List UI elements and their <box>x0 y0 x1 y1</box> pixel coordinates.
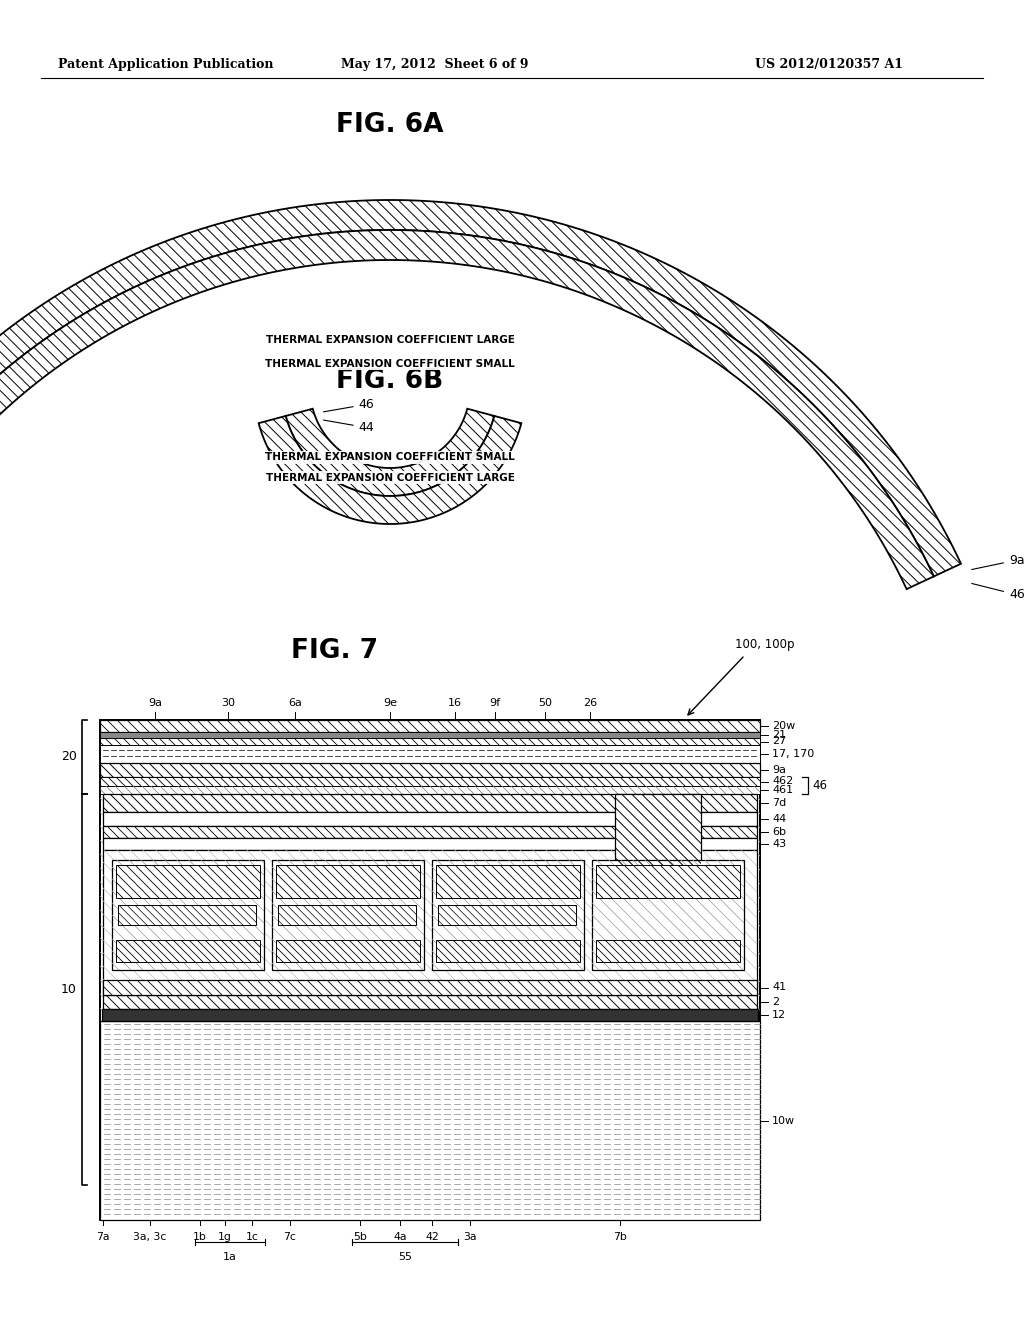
Text: 10: 10 <box>61 983 77 997</box>
Text: 46: 46 <box>812 779 827 792</box>
Bar <box>112 861 264 970</box>
Bar <box>100 785 760 795</box>
Text: 7b: 7b <box>613 1232 627 1242</box>
Text: 7c: 7c <box>284 1232 296 1242</box>
Bar <box>100 763 760 777</box>
Text: 1g: 1g <box>218 1232 232 1242</box>
Text: 3a, 3c: 3a, 3c <box>133 1232 167 1242</box>
Bar <box>103 850 757 995</box>
Bar <box>100 1020 760 1220</box>
Text: May 17, 2012  Sheet 6 of 9: May 17, 2012 Sheet 6 of 9 <box>341 58 528 71</box>
Text: 2: 2 <box>772 997 779 1007</box>
Text: 30: 30 <box>221 698 234 708</box>
Bar <box>278 906 416 925</box>
Bar <box>100 733 760 738</box>
Text: THERMAL EXPANSION COEFFICIENT LARGE: THERMAL EXPANSION COEFFICIENT LARGE <box>265 473 514 483</box>
Text: 42: 42 <box>425 1232 439 1242</box>
Bar <box>116 940 260 962</box>
Bar <box>100 777 760 785</box>
Bar <box>103 795 757 812</box>
Bar <box>614 795 700 870</box>
Bar <box>102 1008 758 1020</box>
Bar <box>596 940 740 962</box>
Text: 41: 41 <box>772 982 786 993</box>
Text: 7a: 7a <box>96 1232 110 1242</box>
Text: 461: 461 <box>772 785 794 795</box>
Bar <box>276 940 420 962</box>
Bar <box>103 995 757 1008</box>
Text: 1c: 1c <box>246 1232 258 1242</box>
Text: FIG. 6A: FIG. 6A <box>336 112 443 139</box>
Text: US 2012/0120357 A1: US 2012/0120357 A1 <box>755 58 903 71</box>
Text: 55: 55 <box>398 1251 412 1262</box>
Text: FIG. 7: FIG. 7 <box>292 638 379 664</box>
Text: 6a: 6a <box>288 698 302 708</box>
Text: 9a: 9a <box>972 553 1024 569</box>
Bar <box>118 906 256 925</box>
Text: 100, 100p: 100, 100p <box>735 638 795 651</box>
Text: 9f: 9f <box>489 698 501 708</box>
Bar <box>100 795 760 1185</box>
Text: 5b: 5b <box>353 1232 367 1242</box>
Bar <box>596 865 740 898</box>
Text: 16: 16 <box>449 698 462 708</box>
Text: 43: 43 <box>772 840 786 849</box>
Bar <box>592 861 744 970</box>
Bar <box>116 865 260 898</box>
Text: 1b: 1b <box>194 1232 207 1242</box>
Text: THERMAL EXPANSION COEFFICIENT SMALL: THERMAL EXPANSION COEFFICIENT SMALL <box>265 453 515 462</box>
Bar <box>103 838 757 850</box>
Bar <box>100 738 760 744</box>
Text: 7d: 7d <box>772 799 786 808</box>
Text: 3a: 3a <box>463 1232 477 1242</box>
Bar <box>100 719 760 1220</box>
Bar <box>100 744 760 763</box>
Text: 44: 44 <box>772 814 786 824</box>
Text: 4a: 4a <box>393 1232 407 1242</box>
Text: THERMAL EXPANSION COEFFICIENT SMALL: THERMAL EXPANSION COEFFICIENT SMALL <box>265 359 515 368</box>
Bar <box>100 719 760 733</box>
Text: 462: 462 <box>772 776 794 787</box>
Text: 17, 170: 17, 170 <box>772 748 814 759</box>
Bar <box>272 861 424 970</box>
Polygon shape <box>259 416 521 524</box>
Text: 1a: 1a <box>223 1251 237 1262</box>
Bar <box>432 861 584 970</box>
Text: 20w: 20w <box>772 721 796 731</box>
Text: 46: 46 <box>324 397 375 412</box>
Text: 46: 46 <box>972 583 1024 602</box>
Text: 12: 12 <box>772 1010 786 1020</box>
Text: THERMAL EXPANSION COEFFICIENT LARGE: THERMAL EXPANSION COEFFICIENT LARGE <box>265 335 514 345</box>
Text: 9a: 9a <box>148 698 162 708</box>
Text: 6b: 6b <box>772 828 786 837</box>
Polygon shape <box>0 230 934 589</box>
Text: 50: 50 <box>538 698 552 708</box>
Text: 9e: 9e <box>383 698 397 708</box>
Text: Patent Application Publication: Patent Application Publication <box>58 58 273 71</box>
Bar <box>103 979 757 995</box>
Text: 20: 20 <box>61 751 77 763</box>
Polygon shape <box>0 201 961 577</box>
Text: 9a: 9a <box>772 766 786 775</box>
Bar <box>436 865 580 898</box>
Bar <box>103 826 757 838</box>
Bar <box>103 812 757 826</box>
Text: 26: 26 <box>583 698 597 708</box>
Polygon shape <box>286 409 495 496</box>
Bar <box>436 940 580 962</box>
Text: 27: 27 <box>772 737 786 747</box>
Text: 10w: 10w <box>772 1115 795 1126</box>
Bar <box>276 865 420 898</box>
Text: 21: 21 <box>772 730 786 741</box>
Bar <box>438 906 575 925</box>
Text: FIG. 6B: FIG. 6B <box>336 368 443 393</box>
Text: 44: 44 <box>324 420 375 434</box>
